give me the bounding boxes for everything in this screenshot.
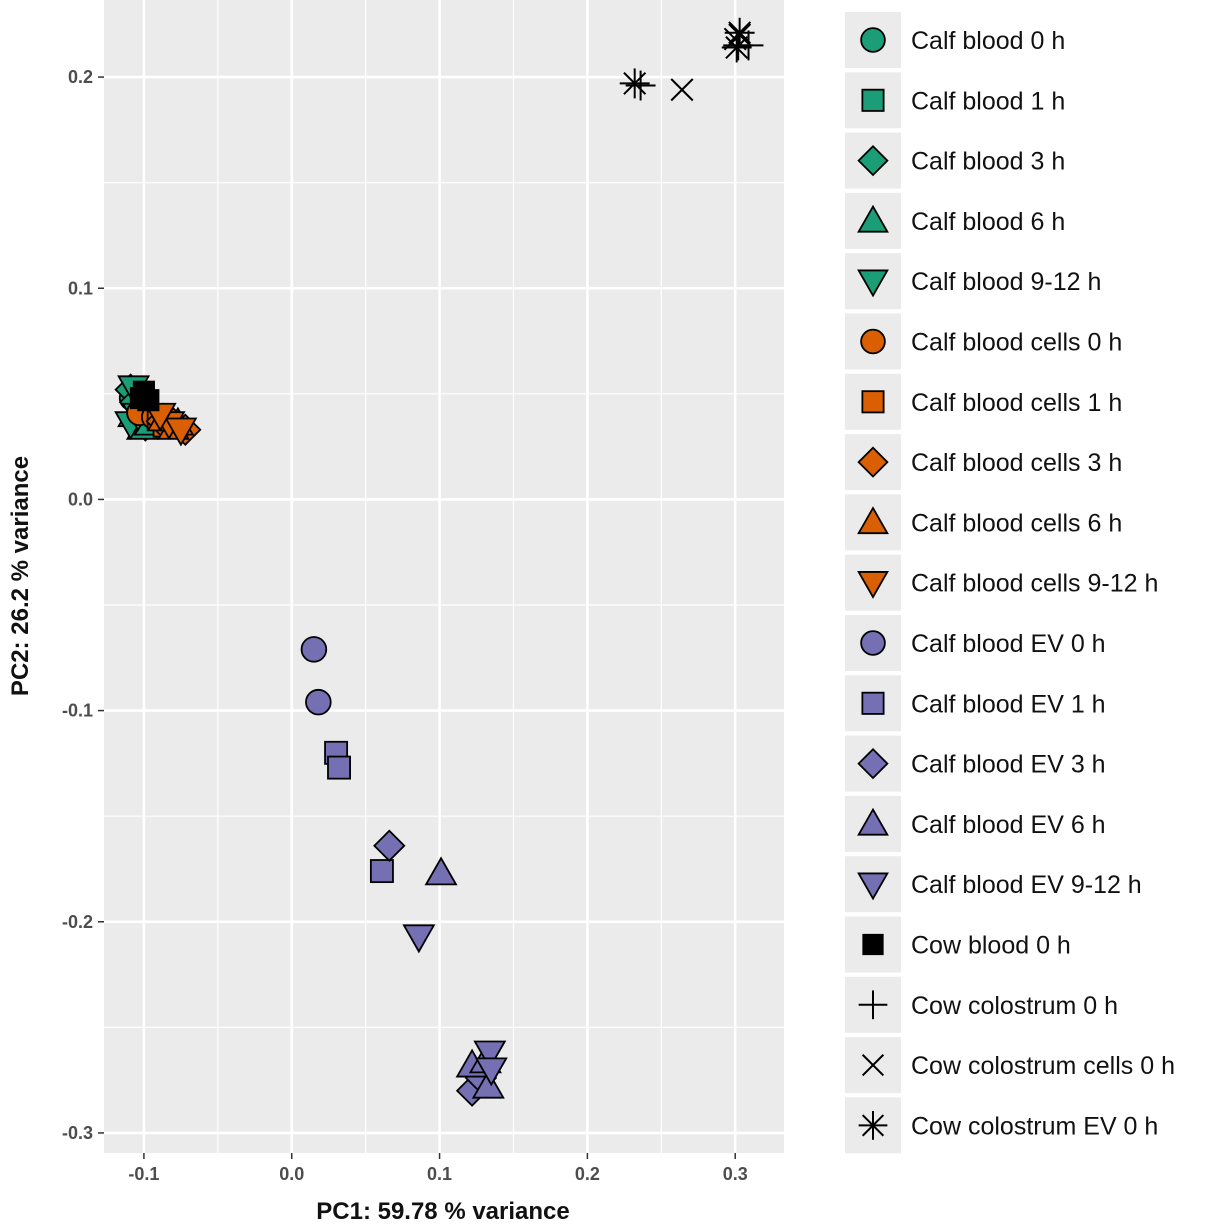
data-point — [670, 78, 694, 102]
y-tick-label: -0.1 — [62, 701, 93, 721]
x-axis-title: PC1: 59.78 % variance — [316, 1198, 570, 1225]
legend-label: Cow colostrum cells 0 h — [911, 1052, 1175, 1080]
y-axis-title: PC2: 26.2 % variance — [7, 456, 34, 696]
legend-item: Cow colostrum cells 0 h — [845, 1037, 1175, 1094]
legend-key — [857, 446, 889, 478]
legend-key — [861, 691, 885, 715]
legend-label: Calf blood EV 0 h — [911, 630, 1106, 658]
legend-label: Cow blood 0 h — [911, 932, 1071, 960]
x-tick-label: 0.3 — [723, 1164, 748, 1184]
legend-label: Calf blood 6 h — [911, 208, 1065, 236]
legend-label: Calf blood EV 1 h — [911, 690, 1106, 718]
legend-key — [858, 1111, 888, 1140]
x-tick-label: 0.0 — [279, 1164, 304, 1184]
legend-key — [860, 27, 886, 53]
data-point — [129, 387, 153, 410]
legend-item: Calf blood EV 1 h — [845, 675, 1106, 732]
legend-key — [857, 571, 889, 599]
legend-label: Calf blood EV 9-12 h — [911, 871, 1142, 899]
legend-label: Calf blood cells 0 h — [911, 329, 1122, 357]
data-points — [114, 17, 764, 1107]
legend-label: Calf blood cells 1 h — [911, 389, 1122, 417]
y-tick-label: -0.3 — [62, 1123, 93, 1143]
legend-item: Calf blood 1 h — [845, 72, 1065, 129]
legend-key — [857, 269, 889, 298]
data-point — [300, 636, 328, 663]
data-point — [625, 70, 656, 101]
legend-label: Calf blood EV 6 h — [911, 811, 1106, 839]
x-tick-label: -0.1 — [128, 1164, 159, 1184]
legend-item: Cow colostrum EV 0 h — [845, 1097, 1158, 1154]
legend-key — [857, 144, 889, 177]
legend-item: Calf blood cells 9-12 h — [845, 554, 1158, 611]
legend-label: Cow colostrum 0 h — [911, 992, 1118, 1020]
legend-item: Calf blood 3 h — [845, 132, 1065, 189]
data-point — [305, 688, 332, 716]
legend-key — [857, 747, 889, 780]
legend-label: Cow colostrum EV 0 h — [911, 1112, 1158, 1140]
data-point — [424, 856, 458, 886]
legend-label: Calf blood 0 h — [911, 27, 1065, 55]
legend-key — [862, 933, 884, 956]
data-point — [619, 68, 650, 99]
legend-label: Calf blood EV 3 h — [911, 751, 1106, 779]
legend-item: Calf blood 9-12 h — [845, 253, 1101, 310]
legend-item: Calf blood EV 6 h — [845, 795, 1106, 852]
legend-item: Calf blood cells 0 h — [845, 313, 1122, 370]
legend-item: Calf blood EV 3 h — [845, 735, 1106, 792]
plot-panel — [104, 0, 784, 1153]
legend-key — [861, 390, 885, 414]
x-tick-label: 0.2 — [575, 1164, 600, 1184]
x-tick-label: 0.1 — [427, 1164, 452, 1184]
legend-label: Calf blood 9-12 h — [911, 268, 1101, 296]
data-point — [721, 32, 752, 63]
legend-item: Cow blood 0 h — [845, 916, 1071, 973]
y-tick-label: 0.2 — [68, 67, 93, 87]
grid-major — [104, 0, 784, 1153]
legend-item: Calf blood cells 6 h — [845, 494, 1122, 551]
legend-item: Calf blood 0 h — [845, 12, 1065, 68]
data-point — [402, 924, 436, 954]
legend: Calf blood 0 h Calf blood 1 h Calf blood 3… — [845, 12, 1175, 1154]
legend-key — [857, 872, 889, 901]
legend-label: Calf blood cells 6 h — [911, 509, 1122, 537]
y-tick-label: 0.0 — [68, 489, 93, 509]
legend-key — [858, 990, 888, 1020]
legend-key — [857, 204, 889, 233]
data-point — [327, 755, 351, 780]
legend-item: Calf blood cells 3 h — [845, 434, 1122, 491]
data-point — [373, 829, 406, 862]
legend-label: Calf blood cells 3 h — [911, 449, 1122, 477]
y-tick-label: -0.2 — [62, 912, 93, 932]
legend-key — [857, 807, 889, 836]
legend-item: Calf blood cells 1 h — [845, 373, 1122, 430]
data-point — [471, 1069, 505, 1099]
data-point — [474, 1057, 508, 1087]
y-tick-label: 0.1 — [68, 278, 93, 298]
data-point — [369, 859, 394, 884]
axes: -0.1 0.0 0.1 0.2 0.3 -0.3 -0.2 -0.1 0.0 0.1 0.2 — [62, 67, 748, 1184]
legend-label: Calf blood cells 9-12 h — [911, 570, 1158, 598]
legend-item: Calf blood EV 9-12 h — [845, 856, 1142, 913]
legend-item: Cow colostrum 0 h — [845, 976, 1118, 1033]
data-point — [473, 1040, 507, 1070]
legend-key — [860, 630, 886, 656]
legend-key — [857, 506, 889, 535]
data-point — [724, 17, 755, 48]
data-point — [164, 417, 198, 447]
legend-key — [860, 328, 886, 355]
grid-minor — [104, 0, 784, 1153]
legend-item: Calf blood EV 0 h — [845, 615, 1106, 671]
legend-item: Calf blood 6 h — [845, 192, 1065, 249]
legend-key — [861, 88, 885, 112]
legend-key — [861, 1054, 885, 1077]
legend-label: Calf blood 1 h — [911, 87, 1065, 115]
legend-label: Calf blood 3 h — [911, 148, 1065, 176]
